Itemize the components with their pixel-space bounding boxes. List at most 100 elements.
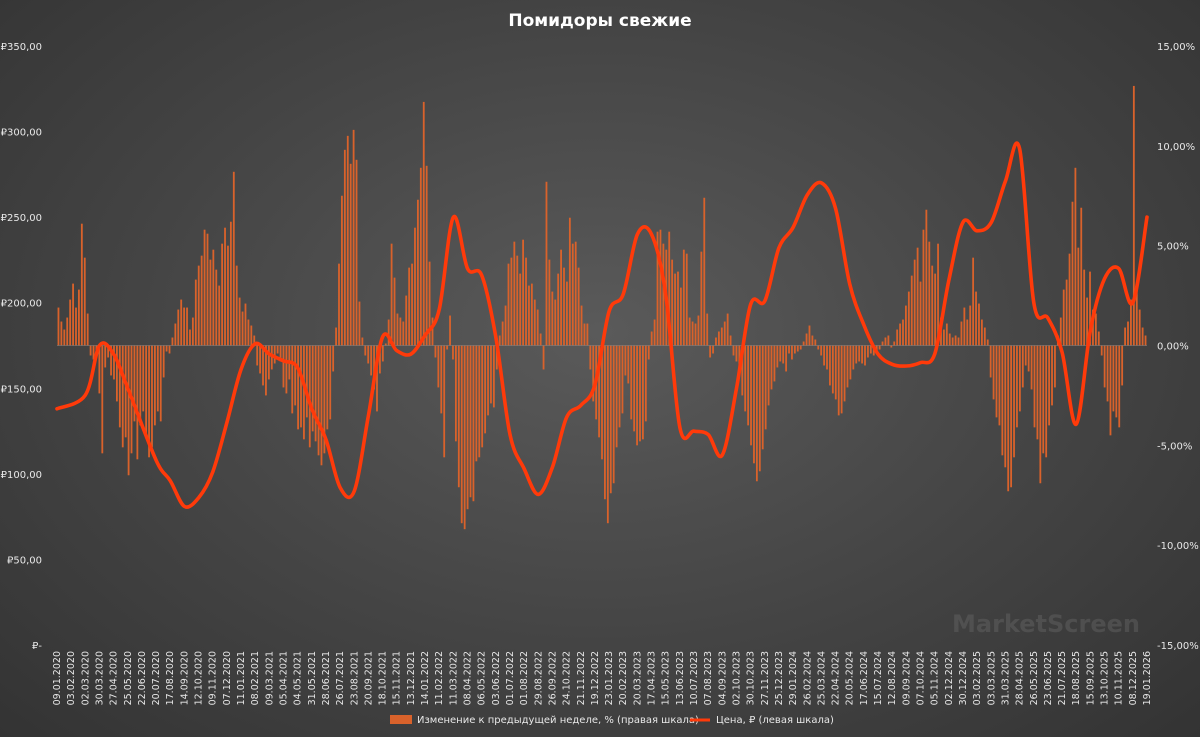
change-bar	[694, 323, 697, 346]
change-bar	[829, 345, 831, 386]
change-bar	[487, 345, 489, 416]
right-tick-label: 15,00%	[1157, 42, 1195, 53]
change-bar	[1094, 313, 1097, 346]
change-bar	[817, 345, 820, 350]
change-bar	[779, 345, 782, 362]
x-tick-label: 18.10.2021	[378, 651, 389, 705]
change-bar	[966, 319, 969, 346]
change-bar	[431, 317, 434, 346]
change-bar	[615, 345, 618, 448]
change-bar	[1007, 345, 1010, 492]
change-bar	[861, 345, 863, 364]
change-bar	[589, 345, 592, 370]
change-bar	[183, 307, 186, 346]
change-bar	[554, 299, 557, 346]
change-bar	[753, 345, 755, 464]
x-tick-label: 10.07.2023	[689, 651, 700, 705]
change-bar	[592, 345, 595, 402]
change-bar	[1106, 345, 1109, 402]
change-bar	[1086, 297, 1088, 346]
change-bar	[650, 331, 653, 346]
change-bar	[72, 283, 74, 346]
x-tick-label: 24.10.2022	[562, 651, 573, 705]
x-tick-label: 20.03.2023	[632, 651, 643, 705]
change-bar	[113, 345, 115, 380]
x-axis-ticks: 09.01.2020 03.02.2020 02.03.2020 30.03.2020…	[52, 651, 1153, 705]
change-bar	[186, 307, 188, 346]
price-line	[55, 141, 1149, 509]
change-bar	[86, 313, 89, 346]
change-bar	[107, 345, 110, 358]
change-bar	[475, 345, 478, 462]
change-bar	[881, 341, 884, 346]
x-tick-label: 13.06.2023	[675, 651, 686, 705]
change-bar	[793, 345, 796, 354]
left-tick-label: ₽150,00	[1, 384, 42, 395]
change-bar	[957, 337, 960, 346]
change-bar	[723, 321, 726, 346]
change-bar	[498, 335, 501, 346]
change-bar	[580, 305, 583, 346]
change-bar	[621, 345, 624, 414]
change-bar	[513, 241, 516, 346]
change-bar	[422, 101, 425, 346]
change-bar	[867, 345, 869, 358]
change-bar	[69, 299, 72, 346]
x-tick-label: 31.05.2021	[307, 651, 318, 705]
change-bar	[1127, 321, 1129, 346]
change-bar	[262, 345, 264, 386]
change-bar	[323, 345, 326, 454]
change-bar	[627, 345, 630, 384]
x-tick-label: 20.07.2020	[151, 651, 162, 705]
change-bar	[180, 299, 183, 346]
x-tick-label: 30.12.2024	[958, 651, 969, 705]
change-bar	[928, 241, 931, 346]
change-bar	[75, 307, 77, 346]
change-bar	[1097, 331, 1100, 346]
change-bar	[495, 345, 498, 370]
change-bar	[300, 345, 302, 428]
change-bar	[259, 345, 261, 374]
left-tick-label: ₽200,00	[1, 299, 42, 310]
x-tick-label: 30.03.2020	[95, 651, 106, 705]
x-tick-label: 01.07.2022	[505, 651, 516, 705]
change-bar	[101, 345, 104, 454]
change-bar	[519, 273, 522, 346]
change-bar	[492, 345, 495, 408]
change-bar	[896, 329, 899, 346]
change-bar	[855, 345, 858, 364]
change-bar	[373, 345, 375, 390]
bar-series	[57, 85, 1147, 530]
change-bar	[305, 345, 308, 418]
change-bar	[604, 345, 606, 500]
change-bar	[826, 345, 828, 370]
change-bar	[954, 335, 957, 346]
change-bar	[983, 327, 986, 346]
legend: Изменение к предыдущей неделе, % (правая…	[390, 715, 834, 726]
change-bar	[396, 313, 399, 346]
change-bar	[618, 345, 621, 428]
change-bar	[712, 345, 714, 354]
x-tick-label: 01.08.2022	[519, 651, 530, 705]
change-bar	[969, 305, 972, 346]
change-bar	[910, 275, 913, 346]
x-tick-label: 09.09.2024	[901, 651, 912, 705]
change-bar	[379, 345, 381, 374]
change-bar	[78, 289, 80, 346]
change-bar	[1103, 345, 1106, 388]
x-tick-label: 20.02.2023	[618, 651, 629, 705]
change-bar	[1083, 269, 1086, 346]
change-bar	[294, 345, 297, 406]
change-bar	[788, 345, 790, 354]
x-tick-label: 22.04.2024	[831, 651, 842, 705]
x-tick-label: 26.07.2021	[335, 651, 346, 705]
change-bar	[522, 239, 524, 346]
change-bar	[57, 307, 60, 346]
x-tick-label: 12.08.2024	[887, 651, 898, 705]
change-bar	[136, 345, 139, 460]
change-bar	[463, 345, 466, 530]
change-bar	[346, 135, 349, 346]
change-bar	[782, 345, 785, 364]
change-bar	[121, 345, 124, 448]
change-bar	[943, 329, 945, 346]
